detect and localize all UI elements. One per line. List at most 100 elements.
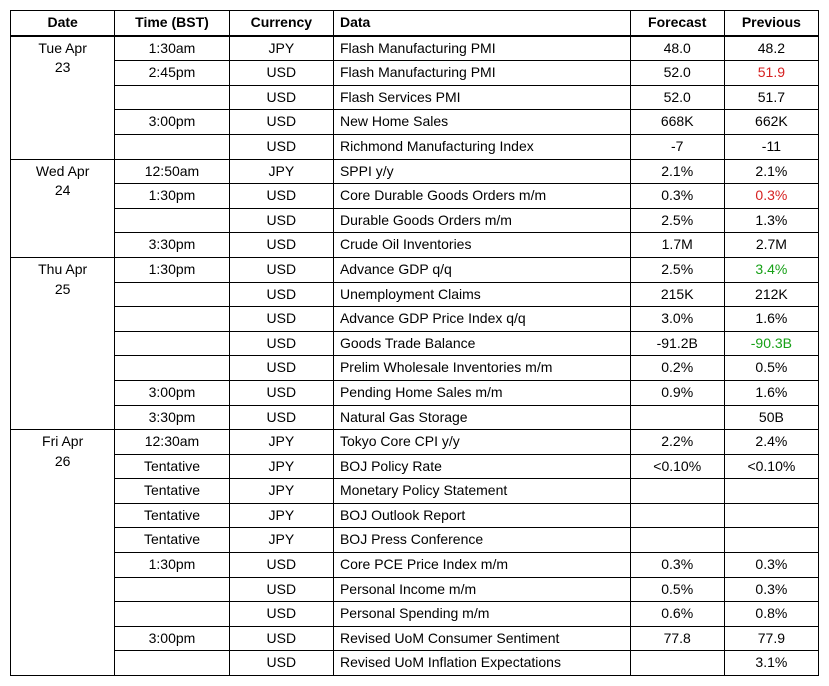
date-cell: Thu Apr25	[11, 257, 115, 429]
forecast-cell: 0.2%	[630, 356, 724, 381]
forecast-cell: 52.0	[630, 61, 724, 86]
data-cell: Flash Manufacturing PMI	[333, 36, 630, 61]
header-row: Date Time (BST) Currency Data Forecast P…	[11, 11, 819, 36]
currency-cell: USD	[229, 651, 333, 676]
time-cell	[115, 85, 229, 110]
currency-cell: USD	[229, 553, 333, 578]
header-data: Data	[333, 11, 630, 36]
previous-cell: 3.4%	[724, 257, 818, 282]
time-cell: 1:30pm	[115, 257, 229, 282]
previous-cell: -90.3B	[724, 331, 818, 356]
date-line1: Wed Apr	[36, 163, 89, 179]
currency-cell: USD	[229, 307, 333, 332]
table-row: TentativeJPYBOJ Press Conference	[11, 528, 819, 553]
date-line1: Fri Apr	[42, 433, 83, 449]
currency-cell: USD	[229, 282, 333, 307]
forecast-cell	[630, 405, 724, 430]
previous-cell: 0.8%	[724, 602, 818, 627]
time-cell	[115, 577, 229, 602]
data-cell: SPPI y/y	[333, 159, 630, 184]
time-cell: Tentative	[115, 454, 229, 479]
data-cell: Prelim Wholesale Inventories m/m	[333, 356, 630, 381]
table-row: USDRevised UoM Inflation Expectations3.1…	[11, 651, 819, 676]
currency-cell: USD	[229, 626, 333, 651]
previous-cell: 48.2	[724, 36, 818, 61]
data-cell: BOJ Press Conference	[333, 528, 630, 553]
currency-cell: USD	[229, 356, 333, 381]
date-line1: Thu Apr	[38, 261, 87, 277]
data-cell: Core Durable Goods Orders m/m	[333, 184, 630, 209]
currency-cell: JPY	[229, 454, 333, 479]
forecast-cell	[630, 651, 724, 676]
table-row: USDGoods Trade Balance-91.2B-90.3B	[11, 331, 819, 356]
previous-cell: 1.6%	[724, 380, 818, 405]
currency-cell: USD	[229, 134, 333, 159]
header-previous: Previous	[724, 11, 818, 36]
data-cell: Tokyo Core CPI y/y	[333, 430, 630, 455]
header-forecast: Forecast	[630, 11, 724, 36]
previous-cell: 51.9	[724, 61, 818, 86]
currency-cell: USD	[229, 602, 333, 627]
forecast-cell: 1.7M	[630, 233, 724, 258]
previous-cell: 1.3%	[724, 208, 818, 233]
date-line1: Tue Apr	[38, 40, 87, 56]
currency-cell: USD	[229, 257, 333, 282]
currency-cell: USD	[229, 85, 333, 110]
data-cell: Flash Services PMI	[333, 85, 630, 110]
table-row: Fri Apr2612:30amJPYTokyo Core CPI y/y2.2…	[11, 430, 819, 455]
previous-cell	[724, 479, 818, 504]
time-cell: 3:00pm	[115, 380, 229, 405]
table-row: 1:30pmUSDCore PCE Price Index m/m0.3%0.3…	[11, 553, 819, 578]
table-row: USDDurable Goods Orders m/m2.5%1.3%	[11, 208, 819, 233]
time-cell	[115, 307, 229, 332]
previous-cell: 0.3%	[724, 553, 818, 578]
forecast-cell: 0.9%	[630, 380, 724, 405]
data-cell: Durable Goods Orders m/m	[333, 208, 630, 233]
table-row: TentativeJPYBOJ Policy Rate<0.10%<0.10%	[11, 454, 819, 479]
table-row: USDRichmond Manufacturing Index-7-11	[11, 134, 819, 159]
previous-cell	[724, 528, 818, 553]
data-cell: Pending Home Sales m/m	[333, 380, 630, 405]
forecast-cell	[630, 503, 724, 528]
forecast-cell: 0.3%	[630, 553, 724, 578]
currency-cell: JPY	[229, 430, 333, 455]
table-row: 1:30pmUSDCore Durable Goods Orders m/m0.…	[11, 184, 819, 209]
data-cell: Monetary Policy Statement	[333, 479, 630, 504]
forecast-cell: 48.0	[630, 36, 724, 61]
forecast-cell	[630, 528, 724, 553]
data-cell: Core PCE Price Index m/m	[333, 553, 630, 578]
table-row: 3:00pmUSDRevised UoM Consumer Sentiment7…	[11, 626, 819, 651]
data-cell: BOJ Policy Rate	[333, 454, 630, 479]
data-cell: Revised UoM Inflation Expectations	[333, 651, 630, 676]
previous-cell: 662K	[724, 110, 818, 135]
table-row: Thu Apr251:30pmUSDAdvance GDP q/q2.5%3.4…	[11, 257, 819, 282]
data-cell: Richmond Manufacturing Index	[333, 134, 630, 159]
previous-cell: 0.3%	[724, 577, 818, 602]
table-row: Wed Apr2412:50amJPYSPPI y/y2.1%2.1%	[11, 159, 819, 184]
time-cell	[115, 331, 229, 356]
data-cell: Personal Spending m/m	[333, 602, 630, 627]
currency-cell: USD	[229, 331, 333, 356]
time-cell: 12:30am	[115, 430, 229, 455]
currency-cell: USD	[229, 577, 333, 602]
currency-cell: USD	[229, 184, 333, 209]
data-cell: New Home Sales	[333, 110, 630, 135]
table-row: USDUnemployment Claims215K212K	[11, 282, 819, 307]
data-cell: BOJ Outlook Report	[333, 503, 630, 528]
forecast-cell: 52.0	[630, 85, 724, 110]
forecast-cell: -91.2B	[630, 331, 724, 356]
previous-cell: 77.9	[724, 626, 818, 651]
forecast-cell: 2.1%	[630, 159, 724, 184]
data-cell: Personal Income m/m	[333, 577, 630, 602]
time-cell: 3:30pm	[115, 405, 229, 430]
currency-cell: JPY	[229, 159, 333, 184]
forecast-cell: 0.6%	[630, 602, 724, 627]
forecast-cell: -7	[630, 134, 724, 159]
previous-cell: 2.4%	[724, 430, 818, 455]
time-cell: 3:00pm	[115, 626, 229, 651]
data-cell: Crude Oil Inventories	[333, 233, 630, 258]
forecast-cell: <0.10%	[630, 454, 724, 479]
previous-cell: 1.6%	[724, 307, 818, 332]
header-date: Date	[11, 11, 115, 36]
time-cell: 3:00pm	[115, 110, 229, 135]
